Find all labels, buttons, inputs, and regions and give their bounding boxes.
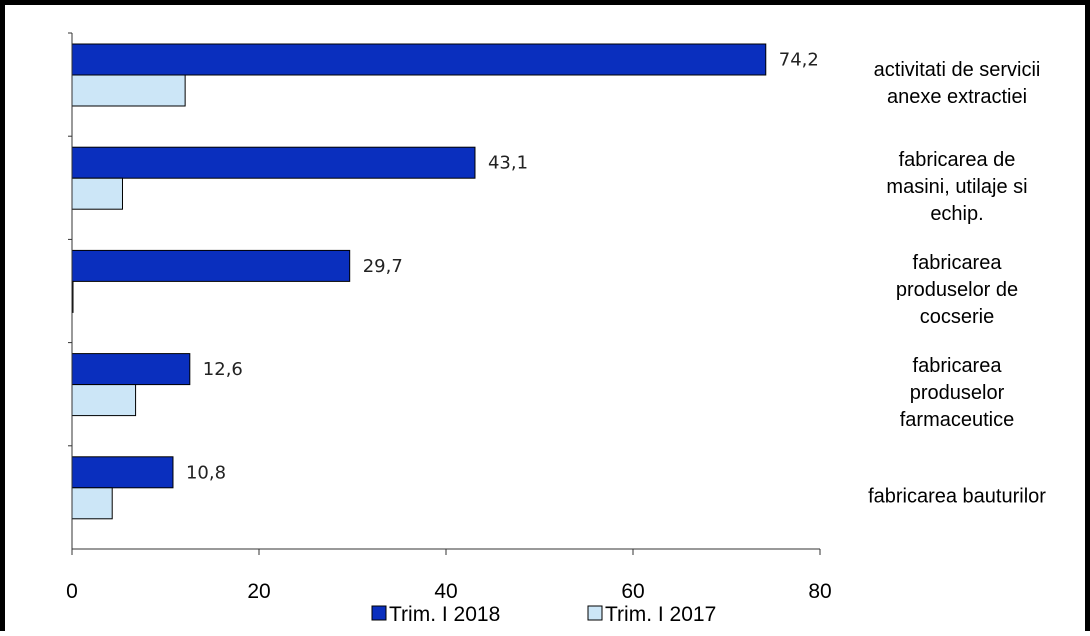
legend: Trim. I 2018 Trim. I 2017 [371,603,716,626]
legend-swatch-0 [371,605,387,621]
bars [71,43,767,520]
data-label-2: 29,7 [363,256,403,277]
x-tick-label-3: 60 [621,580,644,603]
bar-1-1 [71,177,123,210]
x-tick-labels: 0 20 40 60 80 [66,580,832,603]
category-label-4: fabricarea bauturilor [868,485,1046,507]
category-label-1: fabricarea de masini, utilaje si echip. [886,149,1027,225]
x-tick-label-1: 20 [247,580,270,603]
axes [71,33,821,555]
bar-0-1 [71,146,476,179]
data-label-0: 74,2 [779,50,819,71]
x-tick-label-0: 0 [66,580,78,603]
category-separators [68,32,72,447]
bar-0-4 [71,456,174,489]
data-label-4: 10,8 [186,462,226,483]
category-label-0: activitati de servicii anexe extractiei [874,59,1041,108]
category-labels: activitati de servicii anexe extractiei fa… [868,59,1046,507]
legend-label-0: Trim. I 2018 [389,603,500,626]
bar-1-0 [71,74,186,107]
legend-swatch-1 [587,605,603,621]
x-tick-label-2: 40 [434,580,457,603]
legend-label-1: Trim. I 2017 [605,603,716,626]
bar-0-0 [71,43,767,76]
x-tick-label-4: 80 [808,580,831,603]
bar-0-2 [71,249,351,282]
horizontal-bar-chart: 0 20 40 60 80 74,2 43,1 29,7 12,6 10,8 activitat… [66,32,1046,626]
data-labels: 74,2 43,1 29,7 12,6 10,8 [186,50,819,484]
bar-0-3 [71,353,191,386]
data-label-3: 12,6 [203,359,243,380]
category-label-3: fabricarea produselor farmaceutice [900,355,1015,431]
data-label-1: 43,1 [488,153,528,174]
bar-1-4 [71,487,113,520]
category-label-2: fabricarea produselor de cocserie [896,252,1018,328]
bar-1-3 [71,384,137,417]
